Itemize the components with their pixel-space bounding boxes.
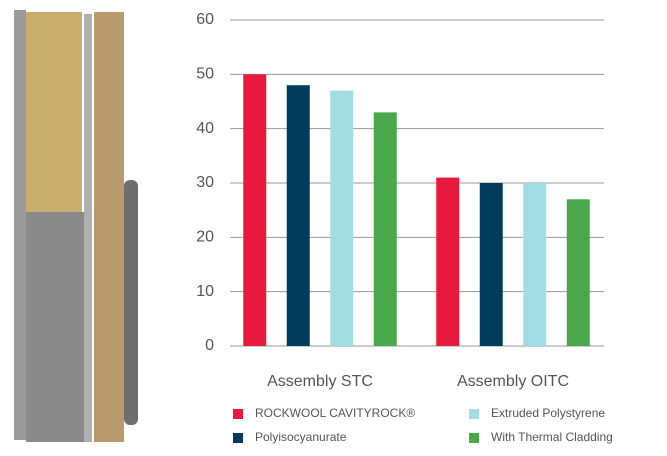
legend-label: ROCKWOOL CAVITYROCK® — [255, 406, 415, 420]
bar — [523, 183, 547, 346]
legend-swatch — [233, 433, 243, 443]
x-tick-label: Assembly STC — [267, 373, 373, 390]
bar — [436, 177, 460, 346]
legend-swatch — [469, 409, 479, 419]
y-tick-label: 0 — [205, 337, 214, 354]
legend-swatch — [469, 433, 479, 443]
legend-label: With Thermal Cladding — [491, 430, 613, 444]
y-tick-label: 40 — [196, 120, 214, 137]
bar — [330, 90, 354, 346]
wall-illustration — [14, 10, 138, 442]
legend-label: Polyisocyanurate — [255, 430, 347, 444]
y-tick-label: 30 — [196, 174, 214, 191]
bar — [479, 183, 503, 346]
y-tick-label: 50 — [196, 66, 214, 83]
bar — [286, 85, 310, 346]
x-tick-label: Assembly OITC — [457, 373, 569, 390]
legend-label: Extruded Polystyrene — [491, 406, 605, 420]
y-tick-label: 10 — [196, 283, 214, 300]
y-tick-label: 20 — [196, 229, 214, 246]
legend-swatch — [233, 409, 243, 419]
bar — [243, 74, 267, 346]
bar — [566, 199, 590, 346]
y-tick-label: 60 — [196, 11, 214, 28]
bar — [373, 112, 397, 346]
